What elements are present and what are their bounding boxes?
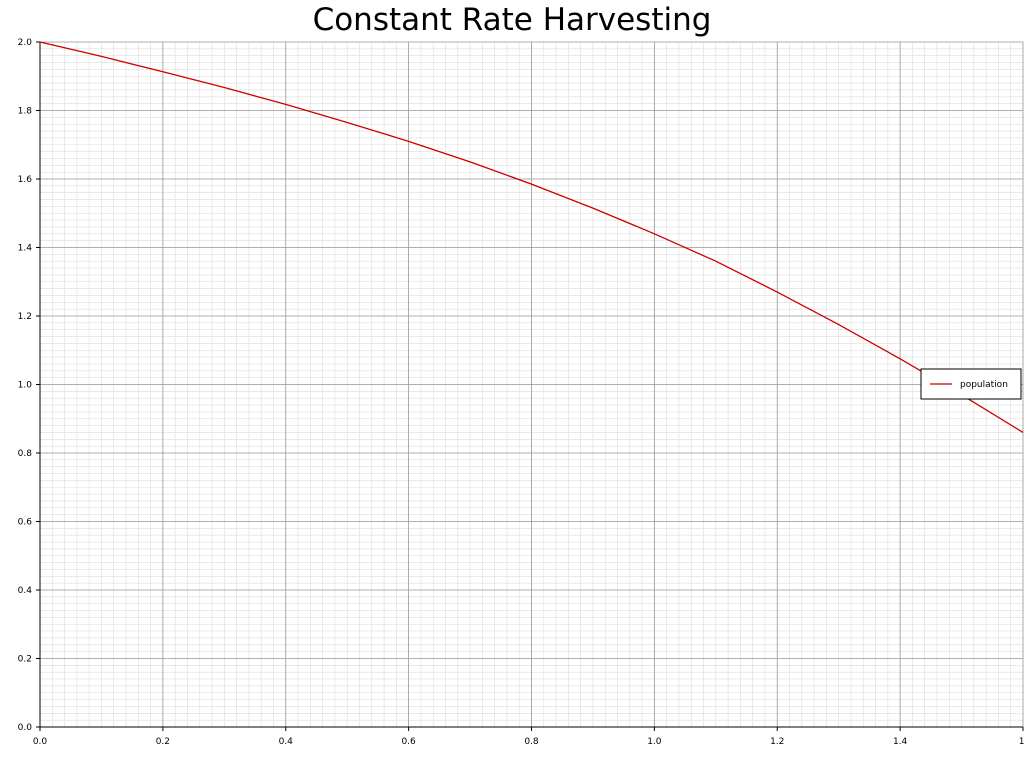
x-tick-label: 0.2: [156, 737, 170, 747]
series-layer: [39, 41, 1024, 434]
y-tick-label: 0.2: [18, 655, 32, 665]
series-line-population: [39, 41, 1024, 434]
y-axis-ticks: 0.0 0.2 0.4 0.6 0.8 1.0 1.2 1.4 1.6 1.8 2.0: [18, 38, 40, 733]
y-tick-label: 1.6: [18, 175, 33, 185]
y-tick-label: 0.0: [18, 723, 33, 733]
y-tick-label: 1.0: [18, 381, 33, 391]
x-tick-label: 1.2: [770, 737, 784, 747]
x-tick-label: 1.0: [647, 737, 662, 747]
x-tick-label: 1.: [1019, 737, 1024, 747]
y-tick-label: 0.4: [18, 586, 33, 596]
y-tick-label: 1.4: [18, 244, 33, 254]
y-tick-label: 1.2: [18, 312, 32, 322]
x-tick-label: 0.0: [33, 737, 48, 747]
x-tick-label: 0.8: [524, 737, 539, 747]
legend: population: [920, 368, 1022, 400]
y-tick-label: 2.0: [18, 38, 33, 48]
x-tick-label: 0.6: [401, 737, 416, 747]
legend-label-population: population: [960, 380, 1008, 390]
x-tick-label: 1.4: [893, 737, 908, 747]
y-tick-label: 1.8: [18, 107, 33, 117]
y-tick-label: 0.8: [18, 449, 33, 459]
x-tick-label: 0.4: [279, 737, 294, 747]
y-tick-label: 0.6: [18, 518, 33, 528]
x-axis-ticks: 0.0 0.2 0.4 0.6 0.8 1.0 1.2 1.4 1.: [33, 727, 1024, 747]
chart-title: Constant Rate Harvesting: [312, 2, 712, 38]
